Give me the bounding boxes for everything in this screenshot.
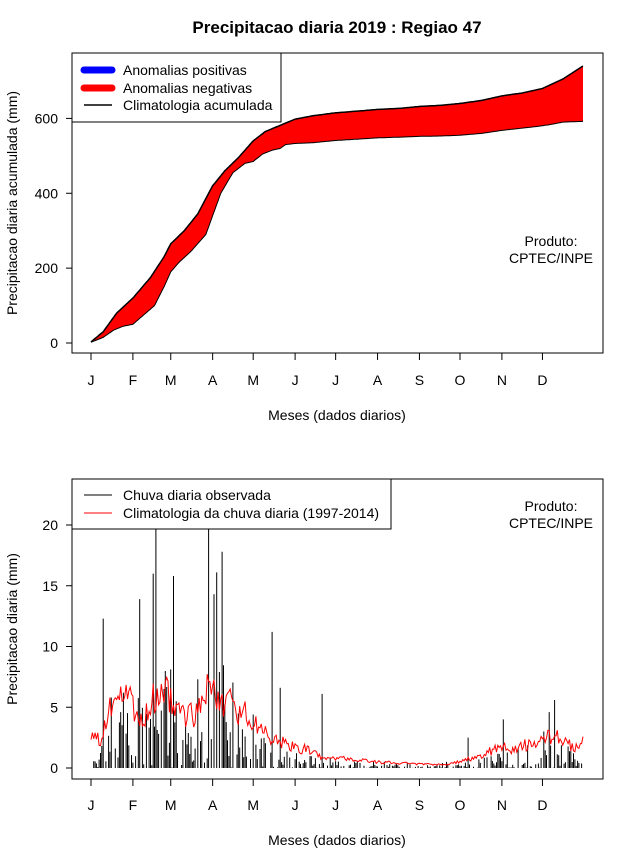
figure-title: Precipitacao diaria 2019 : Regiao 47 (192, 18, 481, 37)
legend-label-climatologia-diaria: Climatologia da chuva diaria (1997-2014) (123, 505, 379, 521)
legend-label-anomalias-positivas: Anomalias positivas (123, 62, 247, 78)
daily-y-tick-label: 20 (42, 517, 58, 533)
accumulated-chart: 0 200 400 600 J F M A M J J A S O N D Meses (dados dia… (4, 52, 604, 423)
daily-annotation-line2: CPTEC/INPE (509, 515, 593, 531)
accumulated-annotation-line2: CPTEC/INPE (509, 250, 593, 266)
daily-y-tick-label: 5 (50, 699, 58, 715)
daily-x-tick-label: J (292, 797, 299, 813)
daily-x-tick-label: A (373, 797, 383, 813)
accumulated-x-tick-label: S (415, 372, 424, 388)
accumulated-x-tick-label: F (129, 372, 138, 388)
daily-y-axis: 0 5 10 15 20 (42, 517, 72, 776)
daily-legend: Chuva diaria observada Climatologia da c… (71, 478, 392, 530)
daily-x-axis-label: Meses (dados diarios) (268, 832, 406, 848)
observed-accumulated-line (90, 120, 583, 343)
accumulated-y-tick-label: 600 (35, 110, 59, 126)
climatology-accumulated-line (90, 65, 584, 343)
accumulated-x-tick-label: J (292, 372, 299, 388)
daily-x-tick-label: J (88, 797, 95, 813)
accumulated-x-axis-label: Meses (dados diarios) (268, 407, 406, 423)
accumulated-y-tick-label: 0 (50, 335, 58, 351)
accumulated-legend: Anomalias positivas Anomalias negativas … (71, 52, 282, 123)
accumulated-x-tick-label: M (165, 372, 177, 388)
accumulated-x-tick-label: A (208, 372, 218, 388)
daily-y-tick-label: 10 (42, 639, 58, 655)
daily-x-tick-label: M (165, 797, 177, 813)
daily-x-tick-label: J (332, 797, 339, 813)
accumulated-x-tick-label: J (88, 372, 95, 388)
daily-chart: 0 5 10 15 20 J F M A M J J A S O N D Meses (dados diari… (4, 478, 604, 848)
daily-annotation-line1: Produto: (525, 498, 578, 514)
daily-x-tick-label: M (247, 797, 259, 813)
daily-x-tick-label: F (129, 797, 138, 813)
daily-y-tick-label: 15 (42, 578, 58, 594)
daily-x-tick-label: N (497, 797, 507, 813)
daily-climatology-line (90, 674, 584, 766)
daily-legend-box (71, 478, 392, 530)
accumulated-y-axis: 0 200 400 600 (35, 110, 72, 351)
daily-x-tick-label: A (208, 797, 218, 813)
accumulated-x-tick-label: M (247, 372, 259, 388)
daily-y-tick-label: 0 (50, 760, 58, 776)
accumulated-x-tick-label: N (497, 372, 507, 388)
accumulated-y-tick-label: 200 (35, 260, 59, 276)
legend-label-chuva-observada: Chuva diaria observada (123, 487, 271, 503)
daily-x-tick-label: S (415, 797, 424, 813)
daily-plot-area (90, 528, 584, 768)
daily-x-tick-label: D (537, 797, 547, 813)
legend-label-climatologia-acumulada: Climatologia acumulada (123, 97, 273, 113)
daily-x-tick-label: O (455, 797, 466, 813)
accumulated-x-tick-label: O (455, 372, 466, 388)
accumulated-plot-area (90, 65, 584, 343)
accumulated-annotation-line1: Produto: (525, 233, 578, 249)
accumulated-x-tick-label: D (537, 372, 547, 388)
daily-y-axis-label: Precipitacao diaria (mm) (4, 553, 20, 705)
accumulated-x-tick-label: A (373, 372, 383, 388)
accumulated-y-tick-label: 400 (35, 185, 59, 201)
accumulated-plot-frame (71, 52, 604, 354)
accumulated-x-tick-label: J (332, 372, 339, 388)
accumulated-y-axis-label: Precipitacao diaria acumulada (mm) (4, 91, 20, 315)
legend-label-anomalias-negativas: Anomalias negativas (123, 80, 252, 96)
